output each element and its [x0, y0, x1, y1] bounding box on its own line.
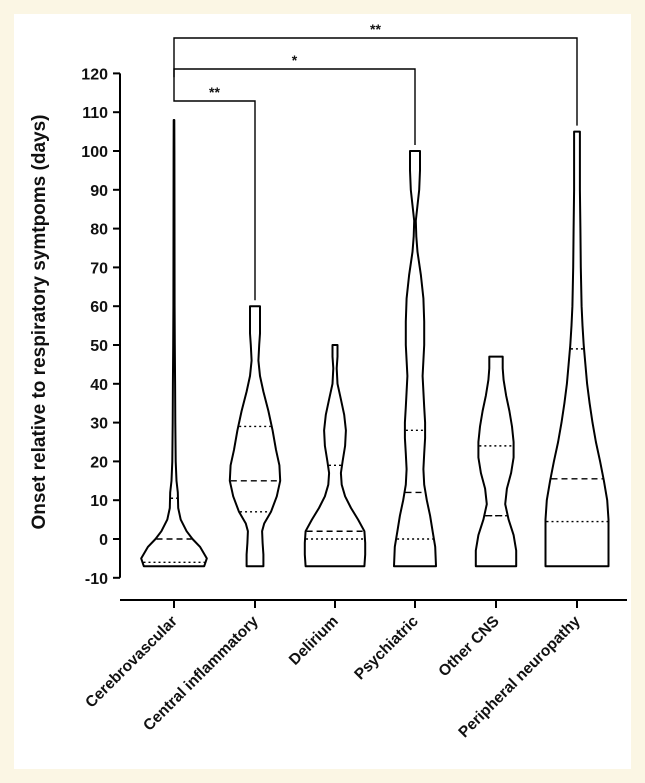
violins [140, 119, 610, 568]
y-tick-label: 80 [90, 222, 108, 239]
violin-other-cns [474, 355, 518, 568]
y-tick-label: 60 [90, 299, 108, 316]
y-tick-label: 40 [90, 377, 108, 394]
violin-outline [303, 344, 367, 568]
figure-panel: ** * ** -10 0 10 20 30 40 50 60 70 80 90 100 110 120 Ce… [14, 14, 631, 769]
violin-central-inflammatory [228, 305, 282, 568]
y-tick-label: 50 [90, 338, 108, 355]
significance-bracket: ** [173, 77, 256, 301]
violin-cerebrovascular [140, 119, 208, 568]
significance-label: ** [370, 21, 381, 37]
bracket-line [173, 77, 256, 301]
y-tick-label: 70 [90, 260, 108, 277]
bracket-line [173, 68, 416, 145]
x-tick-label: Other CNS [435, 613, 502, 680]
bracket-line [173, 37, 578, 126]
significance-bracket: ** [173, 21, 578, 126]
y-tick-label: 20 [90, 454, 108, 471]
x-tick-label: Delirium [286, 613, 342, 669]
significance-label: * [292, 52, 298, 68]
violin-outline [474, 355, 518, 568]
violin-delirium [303, 344, 367, 568]
y-tick-label: 110 [82, 105, 108, 122]
violin-psychiatric [393, 150, 437, 568]
y-tick-label: 10 [90, 493, 108, 510]
y-tick-label: 30 [90, 416, 108, 433]
y-axis-label: Onset relative to respiratory symtpoms (… [29, 115, 50, 530]
y-tick-label: 120 [81, 66, 108, 83]
violin-peripheral-neuropathy [544, 130, 610, 568]
y-tick-label: 0 [99, 532, 108, 549]
y-tick-label: 90 [90, 183, 108, 200]
violin-outline [140, 119, 208, 568]
y-tick-label: 100 [81, 144, 108, 161]
x-tick-label: Psychiatric [351, 613, 422, 684]
significance-brackets: ***** [173, 21, 578, 301]
y-tick-label: -10 [85, 571, 108, 588]
violin-outline [228, 305, 282, 568]
significance-label: ** [209, 84, 220, 100]
y-axis: -10 0 10 20 30 40 50 60 70 80 90 100 110 120 [81, 66, 121, 588]
violin-outline [393, 150, 437, 568]
